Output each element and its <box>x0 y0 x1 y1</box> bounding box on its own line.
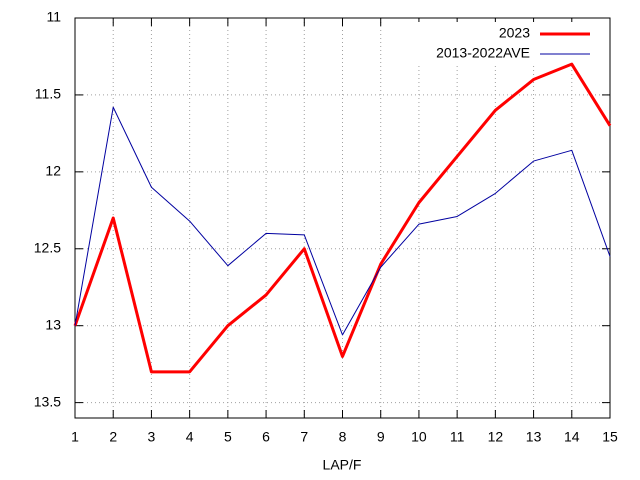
plot-frame <box>74 17 611 419</box>
x-tick-label: 6 <box>262 429 270 445</box>
y-tick-label: 11 <box>46 9 61 25</box>
x-tick-label: 11 <box>450 429 465 445</box>
x-tick-label: 10 <box>411 429 427 445</box>
series-line <box>73 62 612 374</box>
x-tick-label: 15 <box>602 429 618 445</box>
x-axis-label: LAP/F <box>323 457 362 473</box>
x-tick-label: 9 <box>377 429 385 445</box>
legend-label: 2023 <box>499 25 530 41</box>
x-tick-label: 5 <box>224 429 232 445</box>
x-tick-label: 8 <box>339 429 347 445</box>
y-tick-label: 13.5 <box>34 393 61 409</box>
series-line <box>74 106 611 336</box>
y-tick-label: 13 <box>45 316 61 332</box>
x-tick-label: 2 <box>109 429 117 445</box>
x-tick-label: 1 <box>71 429 79 445</box>
x-tick-label: 13 <box>526 429 542 445</box>
legend-label: 2013-2022AVE <box>436 45 530 61</box>
y-tick-label: 12.5 <box>34 239 61 255</box>
legend-box <box>415 22 605 66</box>
x-tick-label: 3 <box>148 429 156 445</box>
x-tick-label: 4 <box>186 429 194 445</box>
x-tick-label: 7 <box>300 429 308 445</box>
y-tick-label: 12 <box>45 163 61 179</box>
x-tick-label: 12 <box>488 429 504 445</box>
y-tick-label: 11.5 <box>35 86 61 102</box>
x-tick-label: 14 <box>564 429 580 445</box>
